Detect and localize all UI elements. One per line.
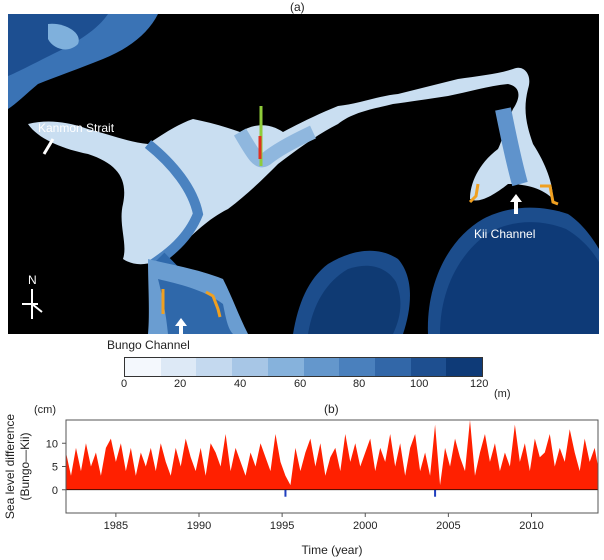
colorbar-tick-120: 120	[470, 378, 489, 390]
colorbar-tick-20: 20	[174, 378, 187, 390]
x-tick-label: 1995	[270, 520, 294, 532]
colorbar-cell	[267, 358, 304, 376]
colorbar-cell	[339, 358, 375, 376]
colorbar-cell	[160, 358, 197, 376]
colorbar-tick-100: 100	[410, 378, 429, 390]
colorbar-cell	[410, 358, 447, 376]
kii-channel-label: Kii Channel	[474, 227, 535, 241]
x-axis-title: Time (year)	[302, 543, 363, 557]
colorbar-unit: (m)	[494, 388, 511, 400]
sea-level-chart: 0 5 10 1985 1990 1995 2000 2005 2010 Time (year) S…	[3, 414, 599, 557]
colorbar-tick-0: 0	[121, 378, 128, 390]
y-axis-title-sub: (Bungo—Kii)	[18, 432, 32, 500]
colorbar-cell	[374, 358, 411, 376]
colorbar-cell	[196, 358, 233, 376]
x-tick-label: 2000	[353, 520, 377, 532]
series-area-0	[66, 420, 598, 490]
panel-b-label: (b)	[324, 402, 339, 416]
bathymetry-map: N Kanmon Strait Kii Channel	[8, 14, 599, 334]
north-label: N	[28, 273, 37, 287]
north-arrow-icon	[22, 289, 43, 319]
x-tick-label: 2005	[436, 520, 460, 532]
colorbar-cell	[125, 358, 161, 376]
colorbar	[124, 357, 483, 377]
x-tick-label: 2010	[519, 520, 543, 532]
y-axis-title: Sea level difference	[3, 414, 17, 520]
y-tick-label: 5	[52, 462, 58, 474]
panel-a-label: (a)	[290, 0, 305, 14]
y-tick-label: 0	[52, 485, 58, 497]
colorbar-tick-60: 60	[294, 378, 307, 390]
x-tick-label: 1990	[187, 520, 211, 532]
bungo-arrow-icon	[175, 318, 187, 334]
colorbar-cell	[303, 358, 340, 376]
y-tick-label: 10	[46, 438, 58, 450]
x-tick-label: 1985	[104, 520, 128, 532]
kii-arrow-icon	[510, 194, 522, 214]
colorbar-cell	[446, 358, 483, 376]
kanmon-strait-label: Kanmon Strait	[38, 121, 115, 135]
colorbar-cell	[232, 358, 268, 376]
colorbar-tick-80: 80	[353, 378, 366, 390]
bungo-channel-label: Bungo Channel	[107, 338, 190, 352]
colorbar-tick-40: 40	[234, 378, 247, 390]
y-unit-label: (cm)	[34, 404, 56, 416]
